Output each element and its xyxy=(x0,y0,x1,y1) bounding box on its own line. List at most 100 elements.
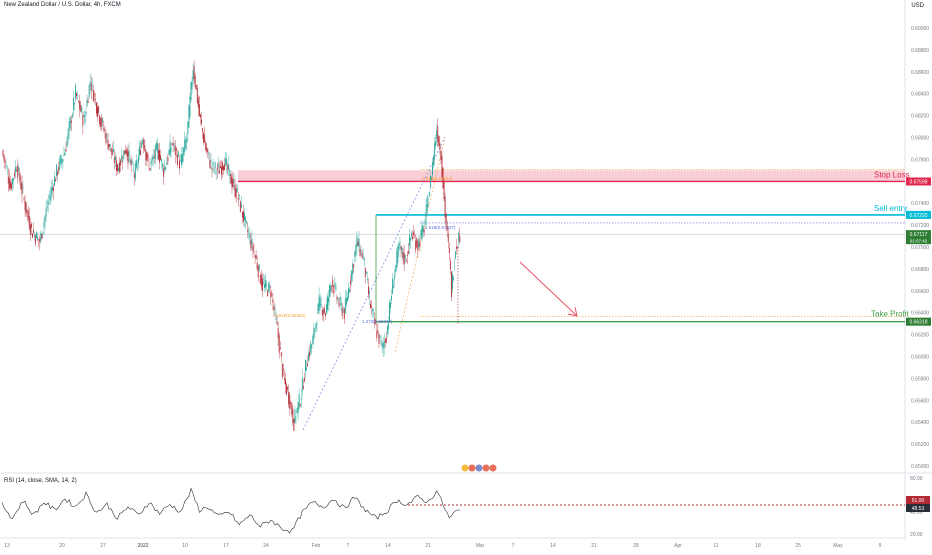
candle-body xyxy=(25,202,27,214)
fib-level-label-top: 0.618(0.67644) xyxy=(422,176,453,181)
candle-body xyxy=(38,239,40,241)
candle-body xyxy=(27,211,29,219)
candle-body xyxy=(152,156,154,160)
candle-body xyxy=(132,169,134,171)
candle-body xyxy=(189,96,191,117)
candle-body xyxy=(168,150,170,155)
time-tick-label: 27 xyxy=(100,543,106,549)
event-icon[interactable] xyxy=(489,464,497,472)
candle-body xyxy=(114,155,116,161)
candle-body xyxy=(364,267,366,277)
candle-body xyxy=(355,245,357,257)
candle-body xyxy=(82,115,84,126)
candle-body xyxy=(318,295,320,312)
candle-body xyxy=(213,169,215,171)
candle-body xyxy=(458,232,460,243)
current-price-badge xyxy=(906,230,931,245)
candle-body xyxy=(58,167,60,171)
event-icon[interactable] xyxy=(461,464,469,472)
candle-body xyxy=(14,173,16,177)
candle-body xyxy=(97,106,98,118)
candle-body xyxy=(284,377,285,380)
candle-body xyxy=(389,302,390,322)
candle-body xyxy=(373,312,375,314)
candle-body xyxy=(393,286,395,289)
event-icon[interactable] xyxy=(468,464,476,472)
candle-body xyxy=(57,171,59,176)
candle-body xyxy=(281,363,283,377)
candle-body xyxy=(78,101,80,102)
candle-body xyxy=(224,164,226,171)
rsi-badge-upper xyxy=(906,496,930,504)
candle-body xyxy=(242,211,243,218)
time-tick-label: Feb xyxy=(312,543,321,549)
candle-body xyxy=(268,282,270,292)
candle-body xyxy=(312,336,314,345)
candle-body xyxy=(219,166,221,169)
candle-body xyxy=(180,160,181,161)
candle-body xyxy=(456,246,458,249)
candle-body xyxy=(113,157,115,164)
candle-body xyxy=(53,187,54,192)
candle-body xyxy=(286,384,287,395)
candle-body xyxy=(96,102,97,114)
candle-body xyxy=(427,204,429,207)
candle-body xyxy=(8,178,10,189)
candle-body xyxy=(46,206,48,209)
candle-body xyxy=(197,97,199,108)
candle-body xyxy=(24,200,26,211)
candle-body xyxy=(67,129,69,140)
candle-body xyxy=(305,359,306,372)
candle-body xyxy=(387,323,389,330)
candle-body xyxy=(258,264,260,271)
candle-body xyxy=(88,85,90,97)
candle-body xyxy=(198,104,200,116)
candle-body xyxy=(341,307,343,316)
candle-body xyxy=(351,270,353,281)
candle-body xyxy=(209,159,211,168)
candle-body xyxy=(313,328,315,339)
candle-body xyxy=(297,402,299,413)
candle-body xyxy=(356,235,358,247)
fib-extension-dashed-line-2 xyxy=(394,136,446,353)
candle-body xyxy=(77,94,79,96)
candle-body xyxy=(22,187,24,189)
candle-body xyxy=(315,323,317,330)
candle-body xyxy=(183,147,185,156)
candle-body xyxy=(130,160,132,166)
candle-body xyxy=(307,363,308,367)
candle-body xyxy=(196,87,198,104)
candle-body xyxy=(381,342,383,347)
candle-body xyxy=(75,85,76,99)
candle-body xyxy=(261,278,263,291)
candle-body xyxy=(361,252,363,259)
candle-body xyxy=(119,162,121,172)
price-tick-label: 0.65600 xyxy=(911,398,929,404)
candle-body xyxy=(19,172,21,182)
price-tick-label: 0.67400 xyxy=(911,201,929,207)
candle-body xyxy=(431,177,432,180)
candle-body xyxy=(125,150,127,154)
candle-body xyxy=(176,154,178,165)
time-tick-label: 25 xyxy=(795,543,801,549)
event-icon[interactable] xyxy=(482,464,490,472)
currency-label: USD xyxy=(911,3,924,9)
candle-body xyxy=(418,239,420,248)
candle-body xyxy=(308,353,310,361)
time-tick-label: 2022 xyxy=(137,543,148,549)
candle-body xyxy=(323,308,325,313)
stop-loss-badge-text: 0.67598 xyxy=(909,179,927,185)
time-tick-label: May xyxy=(833,543,843,549)
candle-body xyxy=(172,143,174,146)
candle-body xyxy=(226,159,228,166)
price-tick-label: 0.68200 xyxy=(911,114,929,120)
candle-body xyxy=(59,158,61,170)
time-tick-label: 28 xyxy=(633,543,639,549)
candle-body xyxy=(50,187,52,195)
economic-events-icons[interactable] xyxy=(461,464,497,472)
candle-body xyxy=(141,142,143,148)
event-icon[interactable] xyxy=(475,464,483,472)
time-tick-label: 7 xyxy=(512,543,515,549)
